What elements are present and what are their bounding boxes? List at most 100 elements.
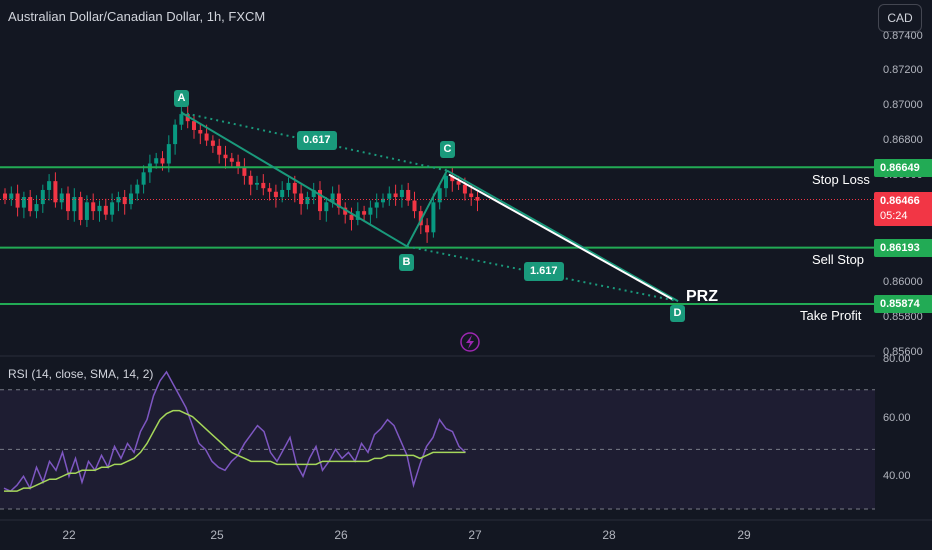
rsi-axis-label: 80.00 bbox=[883, 353, 911, 365]
rsi-sma-line bbox=[4, 409, 466, 492]
grid-layer bbox=[0, 355, 932, 521]
candle-body bbox=[160, 158, 165, 164]
candle-body bbox=[469, 193, 474, 198]
take-profit-price-tag: 0.85874 bbox=[874, 295, 932, 313]
candle-body bbox=[166, 144, 171, 164]
candle-body bbox=[286, 182, 291, 190]
lightning-icon bbox=[460, 332, 480, 352]
candle-body bbox=[242, 167, 247, 176]
candle-body bbox=[261, 182, 266, 189]
candle-body bbox=[362, 211, 367, 215]
pattern-point-c[interactable]: C bbox=[440, 141, 455, 158]
pattern-point-d[interactable]: D bbox=[670, 305, 685, 322]
candle-body bbox=[292, 182, 297, 194]
xab-leg bbox=[180, 111, 408, 248]
date-axis-label: 27 bbox=[468, 528, 482, 542]
candle-body bbox=[47, 181, 52, 190]
candle-body bbox=[330, 193, 335, 203]
price-axis-label: 0.85800 bbox=[883, 311, 923, 323]
candle-body bbox=[59, 193, 64, 203]
price-axis-label: 0.87200 bbox=[883, 64, 923, 76]
bc-leg bbox=[406, 170, 448, 247]
stop-loss-price-tag: 0.86649 bbox=[874, 159, 932, 177]
candle-body bbox=[78, 197, 83, 220]
candle-body bbox=[122, 197, 127, 205]
date-axis-label: 25 bbox=[210, 528, 224, 542]
current-price-value: 0.86466 bbox=[880, 195, 920, 207]
candle-body bbox=[248, 175, 253, 185]
candle-body bbox=[324, 202, 329, 212]
current-price-tag: 0.86466 05:24 bbox=[874, 192, 932, 226]
cd-ratio-label: 1.617 bbox=[524, 262, 564, 281]
candle-body bbox=[97, 205, 102, 212]
candle-body bbox=[412, 200, 417, 212]
sell-stop-price-tag: 0.86193 bbox=[874, 239, 932, 257]
candle-body bbox=[406, 189, 411, 201]
candle-body bbox=[217, 145, 222, 155]
candle-body bbox=[91, 202, 96, 212]
candle-body bbox=[305, 197, 310, 205]
candle-body bbox=[185, 114, 190, 122]
rsi-line bbox=[3, 370, 467, 493]
currency-button[interactable]: CAD bbox=[878, 4, 922, 32]
rsi-pane bbox=[0, 370, 875, 510]
candle-countdown: 05:24 bbox=[880, 210, 908, 222]
price-axis-label: 0.85600 bbox=[883, 346, 923, 358]
date-axis-label: 22 bbox=[62, 528, 76, 542]
candle-body bbox=[236, 161, 241, 168]
candle-body bbox=[336, 193, 341, 208]
price-axis-label: 0.86800 bbox=[883, 134, 923, 146]
price-axis-label: 0.86000 bbox=[883, 276, 923, 288]
candle-body bbox=[173, 124, 178, 145]
date-axis-label: 28 bbox=[602, 528, 616, 542]
candle-body bbox=[40, 189, 45, 205]
candle-body bbox=[437, 188, 442, 203]
projection-line bbox=[448, 173, 673, 300]
candle-body bbox=[450, 175, 455, 182]
sell-stop-label: Sell Stop bbox=[812, 252, 865, 267]
candle-body bbox=[110, 202, 115, 215]
candle-body bbox=[431, 202, 436, 233]
candle-body bbox=[475, 197, 480, 201]
candle-body bbox=[273, 191, 278, 198]
candle-body bbox=[399, 189, 404, 198]
candle-body bbox=[343, 207, 348, 215]
candle-body bbox=[456, 181, 461, 185]
rsi-axis-label: 60.00 bbox=[883, 412, 911, 424]
date-axis-label: 29 bbox=[737, 528, 751, 542]
chart-title: Australian Dollar/Canadian Dollar, 1h, F… bbox=[8, 9, 266, 24]
candle-body bbox=[387, 193, 392, 199]
candle-body bbox=[21, 197, 26, 208]
candle-body bbox=[229, 158, 234, 162]
bc-ratio-label: 0.617 bbox=[297, 131, 337, 150]
candle-body bbox=[9, 193, 14, 199]
stop-loss-label: Stop Loss bbox=[812, 172, 870, 187]
candle-body bbox=[141, 172, 146, 185]
candle-body bbox=[425, 225, 430, 233]
candle-body bbox=[72, 197, 77, 212]
candle-body bbox=[15, 193, 20, 208]
candle-body bbox=[368, 207, 373, 215]
candle-body bbox=[34, 204, 39, 212]
candle-body bbox=[66, 193, 70, 212]
candle-body bbox=[28, 197, 33, 212]
candle-body bbox=[53, 181, 58, 203]
candle-body bbox=[116, 197, 121, 203]
rsi-title: RSI (14, close, SMA, 14, 2) bbox=[8, 367, 154, 381]
candle-body bbox=[84, 202, 89, 220]
candle-body bbox=[381, 198, 385, 203]
rsi-axis-label: 40.00 bbox=[883, 470, 911, 482]
candle-body bbox=[444, 175, 448, 189]
candle-body bbox=[223, 154, 228, 159]
pattern-point-a[interactable]: A bbox=[174, 90, 189, 107]
candle-body bbox=[462, 184, 467, 194]
candle-body bbox=[179, 114, 184, 125]
pattern-point-b[interactable]: B bbox=[399, 254, 414, 271]
candle-body bbox=[374, 202, 379, 208]
candle-body bbox=[255, 182, 259, 185]
date-axis-label: 26 bbox=[334, 528, 348, 542]
candle-body bbox=[210, 140, 215, 146]
candle-body bbox=[103, 205, 108, 215]
candle-body bbox=[349, 214, 354, 220]
